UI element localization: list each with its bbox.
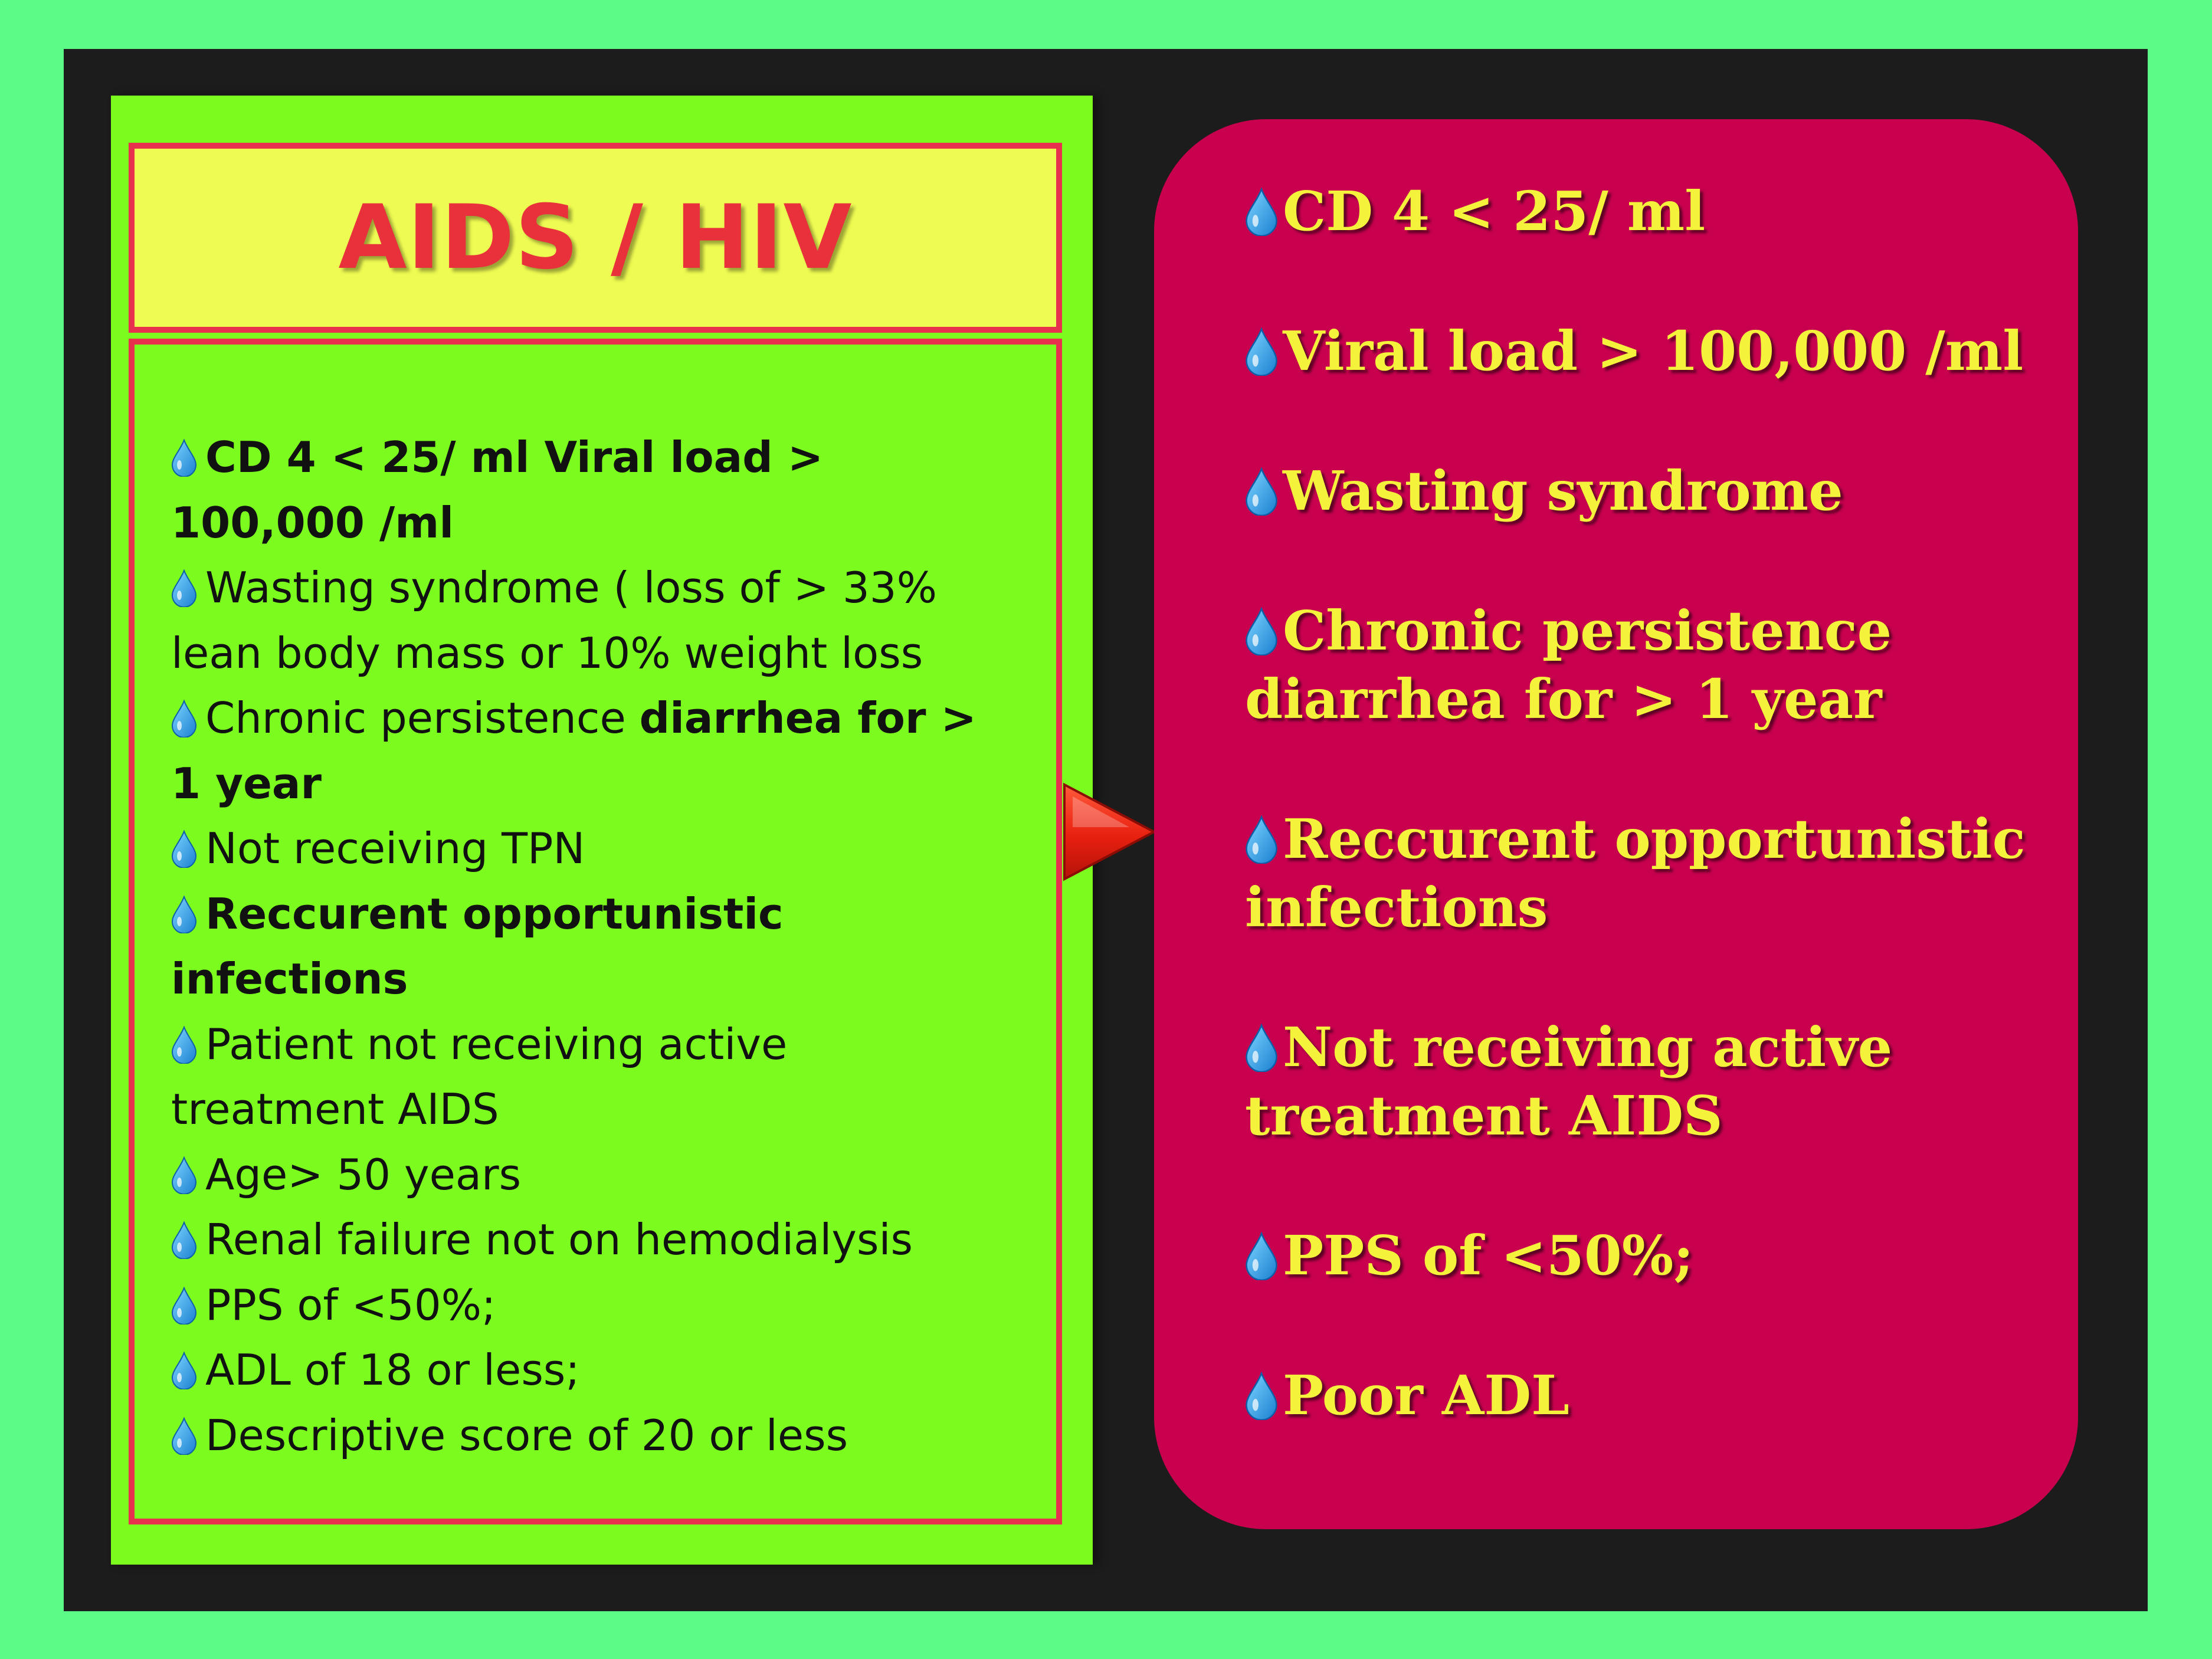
left-list-item-text: Not receiving TPN [205,824,585,873]
right-list-item: CD 4 < 25/ ml [1245,177,2036,245]
left-list-item-text: Patient not receiving active treatment A… [171,1019,788,1135]
left-list-item-text: Descriptive score of 20 or less [205,1410,848,1460]
water-drop-icon [171,1286,197,1324]
water-drop-icon [1245,467,1278,516]
left-list-item-text: diarrhea for > 1 year [171,693,976,808]
left-list-item: CD 4 < 25/ ml Viral load > 100,000 /ml [171,425,985,555]
right-list-item: PPS of <50%; [1245,1221,2036,1290]
criteria-box [129,339,1062,1524]
left-list-item: Reccurent opportunistic infections [171,881,985,1012]
right-list-item-text: PPS of <50%; [1283,1224,1694,1287]
right-list-item: Chronic persistence diarrhea for > 1 yea… [1245,596,2036,733]
left-list-item-text: CD 4 < 25/ ml Viral load > 100,000 /ml [171,432,824,547]
left-list-item-text: ADL of 18 or less; [205,1345,580,1395]
right-list-item-text: Wasting syndrome [1283,459,1843,523]
left-list-item: ADL of 18 or less; [171,1337,985,1403]
water-drop-icon [171,700,197,737]
left-criteria-list: CD 4 < 25/ ml Viral load > 100,000 /ml Wa… [171,425,985,1468]
left-list-item: Chronic persistence diarrhea for > 1 yea… [171,686,985,816]
water-drop-icon [171,1221,197,1259]
right-list-item: Wasting syndrome [1245,457,2036,525]
water-drop-icon [1245,607,1278,655]
title-box: AIDS / HIV [129,143,1062,333]
right-list-item-text: Viral load > 100,000 /ml [1283,319,2024,383]
water-drop-icon [1245,1232,1278,1280]
water-drop-icon [171,830,197,868]
water-drop-icon [171,1156,197,1194]
water-drop-icon [1245,1024,1278,1072]
left-list-item: Age> 50 years [171,1142,985,1208]
left-list-item: Not receiving TPN [171,816,985,881]
left-list-item-text: Chronic persistence [205,693,640,743]
left-list-item: PPS of <50%; [171,1273,985,1338]
right-list-item-text: Not receiving active treatment AIDS [1245,1015,1893,1147]
water-drop-icon [171,1417,197,1455]
left-list-item-text: Renal failure not on hemodialysis [205,1215,913,1264]
water-drop-icon [1245,1372,1278,1420]
left-list-item: Wasting syndrome ( loss of > 33% lean bo… [171,555,985,686]
water-drop-icon [171,1352,197,1389]
left-list-item-text: Age> 50 years [205,1149,522,1199]
water-drop-icon [171,1025,197,1064]
left-list-item: Renal failure not on hemodialysis [171,1207,985,1273]
left-list-item-text: Reccurent opportunistic infections [171,888,784,1004]
right-list-item-text: Reccurent opportunistic infections [1245,807,2026,939]
right-list-item: Viral load > 100,000 /ml [1245,317,2036,385]
left-list-item-text: PPS of <50%; [205,1280,496,1330]
water-drop-icon [171,569,197,607]
right-list-item-text: Chronic persistence diarrhea for > 1 yea… [1245,599,1892,731]
right-arrow-icon [1060,773,1160,891]
right-list-item: Poor ADL [1245,1361,2036,1430]
page-title: AIDS / HIV [338,186,853,289]
left-list-item: Patient not receiving active treatment A… [171,1012,985,1142]
right-list-item: Reccurent opportunistic infections [1245,805,2036,942]
right-criteria-list: CD 4 < 25/ ml Viral load > 100,000 /ml Was… [1245,177,2036,1501]
right-panel [1154,119,2078,1529]
right-list-item-text: Poor ADL [1283,1363,1569,1427]
left-list-item-text: Wasting syndrome ( loss of > 33% lean bo… [171,563,937,678]
right-list-item-text: CD 4 < 25/ ml [1283,179,1706,243]
water-drop-icon [1245,327,1278,376]
left-list-item: Descriptive score of 20 or less [171,1403,985,1468]
water-drop-icon [171,439,197,477]
water-drop-icon [1245,815,1278,864]
water-drop-icon [1245,188,1278,236]
water-drop-icon [171,895,197,933]
right-list-item: Not receiving active treatment AIDS [1245,1013,2036,1150]
